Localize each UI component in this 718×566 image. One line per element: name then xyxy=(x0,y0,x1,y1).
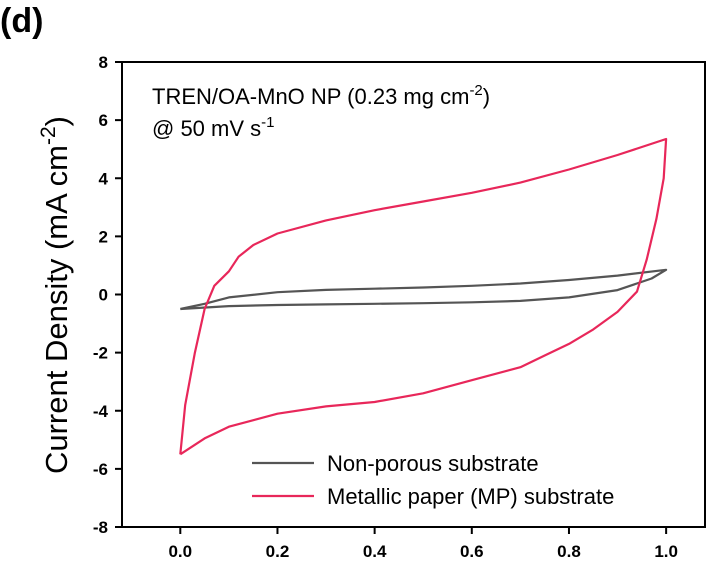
series-curves xyxy=(179,137,668,456)
non-porous-curve xyxy=(180,268,668,311)
y-tick-label: -4 xyxy=(93,402,109,421)
y-tick-label: 2 xyxy=(99,227,108,246)
x-tick-label: 0.0 xyxy=(168,542,192,561)
y-tick-label: -2 xyxy=(93,344,108,363)
y-axis-label: Current Density (mA cm-2) xyxy=(37,116,74,474)
y-axis-ticks: -8 -6 -4 -2 0 2 4 6 8 xyxy=(93,53,122,537)
y-tick-label: -8 xyxy=(93,518,108,537)
panel-label: (d) xyxy=(0,2,43,40)
x-tick-label: 1.0 xyxy=(654,542,678,561)
x-tick-label: 0.2 xyxy=(266,542,290,561)
annotation-line-1: TREN/OA-MnO NP (0.23 mg cm-2) xyxy=(152,82,490,109)
annotation-line-2: @ 50 mV s-1 xyxy=(152,114,274,141)
x-tick-label: 0.8 xyxy=(557,542,581,561)
legend-label-non-porous: Non-porous substrate xyxy=(327,451,539,476)
metallic-paper-curve xyxy=(179,137,668,456)
legend-label-metallic-paper: Metallic paper (MP) substrate xyxy=(327,484,614,509)
y-tick-label: 0 xyxy=(99,286,108,305)
y-tick-label: -6 xyxy=(93,460,108,479)
legend: Non-porous substrate Metallic paper (MP)… xyxy=(252,451,614,509)
y-tick-label: 6 xyxy=(99,111,108,130)
x-tick-label: 0.4 xyxy=(363,542,387,561)
y-tick-label: 4 xyxy=(99,169,109,188)
y-tick-label: 8 xyxy=(99,53,108,72)
x-axis-ticks: 0.0 0.2 0.4 0.6 0.8 1.0 xyxy=(168,527,678,561)
x-tick-label: 0.6 xyxy=(460,542,484,561)
